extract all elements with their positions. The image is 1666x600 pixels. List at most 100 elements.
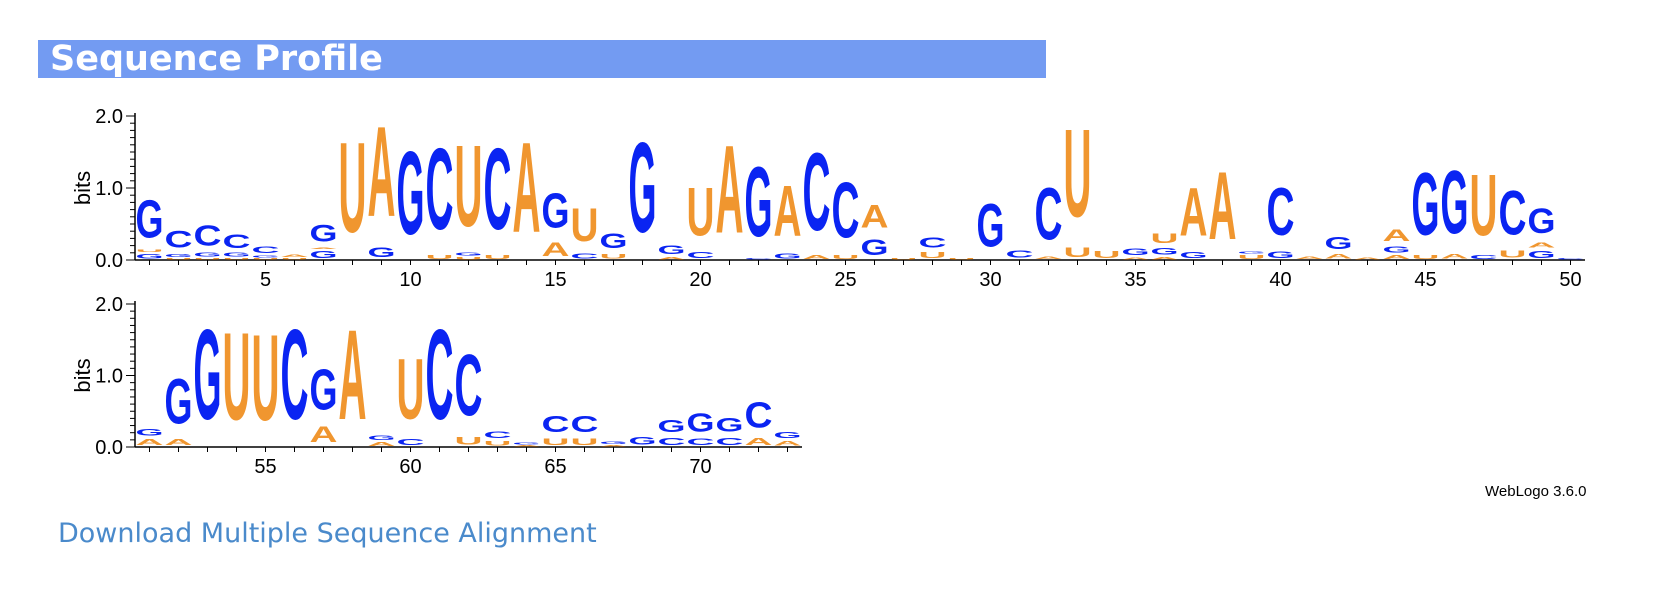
logo-letter-g: G [1528,201,1556,241]
logo-letter-a: A [368,441,396,447]
logo-letter-g: G [629,117,657,260]
logo-letter-c: C [919,234,947,251]
logo-letter-a: A [803,254,831,260]
x-tick-label: 45 [1414,269,1436,291]
logo-letter-c: C [1470,254,1498,260]
logo-letter-g: G [310,219,338,247]
logo-letter-g: G [1412,156,1440,254]
logo-letter-u: U [194,258,222,260]
logo-letter-g: G [310,249,338,260]
logo-letter-a: A [1325,253,1353,260]
logo-letter-g: G [194,252,222,258]
x-tick-label: 35 [1124,269,1146,291]
logo-letter-u: U [455,123,483,252]
logo-letter-a: A [1354,257,1382,260]
logo-letter-g: G [542,184,570,239]
logo-letter-g: G [310,359,338,423]
y-tick-label: 0.0 [95,437,123,459]
logo-letter-g: G [774,251,802,260]
x-tick-label: 25 [834,269,856,291]
logo-letter-g: G [861,236,889,261]
logo-letter-u: U [455,434,483,447]
logo-letter-c: C [281,304,309,446]
logo-letter-c: C [484,126,512,255]
section-title: Sequence Profile [50,39,383,79]
logo-letter-u: U [1151,231,1179,247]
x-tick-label: 10 [399,269,421,291]
logo-letter-a: A [136,438,164,447]
x-tick-label: 50 [1559,269,1581,291]
logo-letter-a: A [774,440,802,447]
logo-letter-a: A [1209,151,1237,260]
logo-letter-g: G [1267,250,1295,260]
logo-letter-g: G [136,253,164,260]
logo-letter-g: G [977,192,1005,260]
download-alignment-link[interactable]: Download Multiple Sequence Alignment [58,518,597,549]
logo-letter-a: A [1296,256,1324,260]
logo-letter-g: G [600,229,628,253]
logo-letter-a: A [1035,256,1063,260]
logo-letter-a: A [658,256,686,260]
logo-letter-c: C [455,337,483,434]
y-tick-label: 2.0 [95,106,123,128]
logo-letter-g: G [1238,251,1266,254]
logo-letter-u: U [426,254,454,260]
logo-letter-c: C [571,251,599,260]
logo-letter-c: C [194,220,222,252]
logo-letter-a: A [1180,173,1208,251]
logo-letter-u: U [136,249,164,253]
logo-letter-u: U [1412,254,1440,260]
logo-letter-g: G [687,408,715,437]
logo-letter-g: G [629,435,657,447]
logo-letter-c: C [165,226,193,253]
logo-letter-c: C [832,167,860,255]
x-tick-label: 30 [979,269,1001,291]
logo-letter-a: A [1441,253,1469,260]
logo-letter-u: U [165,258,193,260]
logo-letter-g: G [745,145,773,257]
logo-letter-g: G [252,255,280,258]
y-tick-label: 2.0 [95,294,123,316]
x-tick-label: 20 [689,269,711,291]
logo-letter-c: C [658,436,686,448]
logo-letter-u: U [948,258,976,260]
logo-letter-g: G [513,442,541,445]
logo-letter-c: C [426,304,454,446]
logo-letter-g: G [1441,152,1469,253]
logo-letter-c: C [1035,173,1063,256]
logo-letter-u: U [571,199,599,252]
logo-letter-g: G [223,252,251,258]
logo-letter-u: U [339,117,367,261]
logo-letter-u: U [1499,249,1527,261]
logo-letter-u: U [832,254,860,260]
logo-letter-u: U [281,258,309,260]
logo-letter-a: A [310,247,338,249]
logo-letter-c: C [687,437,715,447]
logo-letter-c: C [571,411,599,437]
x-tick-label: 55 [254,456,276,478]
logo-letter-c: C [1499,179,1527,249]
logo-letter-u: U [223,258,251,260]
x-tick-label: 65 [544,456,566,478]
logo-letter-u: U [223,308,251,447]
logo-letter-c: C [397,438,425,447]
logo-letter-u: U [1064,245,1092,261]
logo-letter-g: G [136,428,164,438]
logo-letter-u: U [397,343,425,438]
logo-letter-g: G [658,243,686,256]
logo-letter-u: U [1064,103,1092,244]
logo-letter-c: C [223,231,251,252]
y-tick-label: 1.0 [95,366,123,388]
logo-letter-g: G [1122,247,1150,257]
logo-letter-g: G [774,430,802,440]
logo-letter-u: U [1470,158,1498,255]
x-tick-label: 40 [1269,269,1291,291]
x-tick-label: 70 [689,456,711,478]
logo-letter-a: A [774,171,802,252]
logo-letter-a: A [1122,257,1150,260]
logo-letter-u: U [890,259,918,260]
logo-letter-a: A [1528,241,1556,250]
logo-letter-g: G [658,416,686,436]
logo-letter-g: G [368,244,396,260]
